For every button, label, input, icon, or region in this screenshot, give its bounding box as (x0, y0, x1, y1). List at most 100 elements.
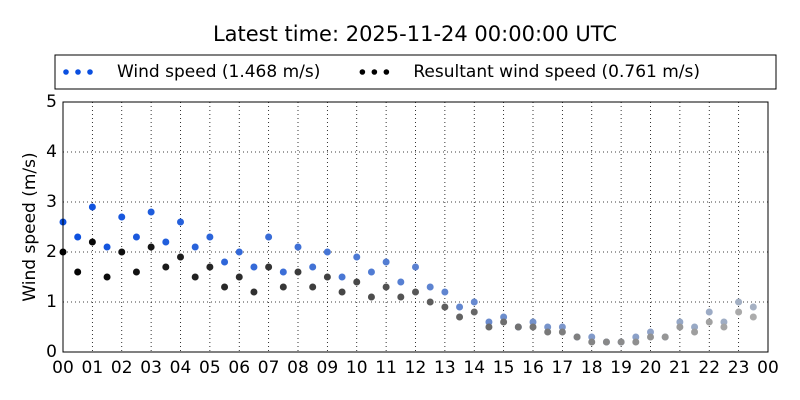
data-point (735, 308, 743, 316)
data-point (632, 338, 640, 346)
data-point (691, 323, 699, 331)
data-point (676, 318, 684, 326)
data-point (720, 323, 728, 331)
data-point (500, 318, 508, 326)
data-point (177, 218, 184, 226)
y-tick-label: 2 (46, 242, 57, 262)
data-point (103, 243, 111, 251)
data-point (720, 318, 728, 326)
data-point (103, 273, 111, 281)
x-tick-label: 01 (82, 358, 104, 378)
x-tick-label: 14 (463, 358, 485, 378)
data-point (573, 333, 581, 341)
data-point (132, 233, 140, 241)
data-point (250, 263, 258, 271)
data-point (279, 268, 287, 276)
y-tick-label: 0 (46, 342, 57, 362)
x-tick-label: 09 (317, 358, 339, 378)
data-point (412, 263, 419, 271)
y-tick-label: 4 (46, 142, 57, 162)
data-point (749, 313, 757, 321)
data-point (221, 258, 229, 266)
legend-marker (87, 69, 93, 75)
data-point (250, 288, 258, 296)
legend-marker (371, 69, 378, 75)
data-point (206, 263, 214, 271)
x-tick-label: 20 (640, 358, 662, 378)
data-point (88, 203, 96, 211)
x-tick-label: 00 (757, 358, 779, 378)
x-tick-label: 11 (375, 358, 397, 378)
data-point (441, 288, 449, 296)
chart-title: Latest time: 2025-11-24 00:00:00 UTC (213, 22, 617, 46)
data-point (279, 283, 287, 291)
data-point (118, 213, 126, 221)
data-point (265, 263, 273, 271)
data-point (367, 293, 375, 301)
legend-label: Resultant wind speed (0.761 m/s) (413, 62, 700, 82)
data-point (602, 338, 610, 346)
data-point (147, 243, 155, 251)
data-point (749, 303, 757, 311)
data-point (456, 303, 464, 311)
x-tick-label: 00 (52, 358, 74, 378)
x-tick-label: 23 (728, 358, 750, 378)
y-tick-label: 5 (46, 92, 57, 112)
legend-marker (359, 69, 366, 75)
x-tick-label: 10 (346, 358, 368, 378)
data-point (588, 333, 596, 341)
data-point (544, 328, 552, 336)
data-point (206, 233, 214, 241)
data-point (338, 273, 346, 281)
data-point (309, 283, 317, 291)
data-point (676, 323, 684, 331)
data-point (558, 323, 566, 331)
plot-frame (62, 101, 769, 353)
data-point (338, 288, 346, 296)
data-point (426, 283, 434, 291)
data-point (617, 338, 625, 346)
data-point (691, 328, 699, 336)
x-tick-label: 02 (111, 358, 133, 378)
data-point (353, 278, 361, 286)
legend-marker (63, 69, 69, 75)
x-tick-label: 18 (581, 358, 603, 378)
y-tick-label: 3 (46, 192, 57, 212)
data-point (426, 298, 434, 306)
x-tick-label: 07 (258, 358, 280, 378)
data-point (647, 328, 654, 336)
data-point (735, 298, 743, 306)
data-point (647, 333, 654, 341)
data-point (514, 323, 522, 331)
x-tick-label: 17 (552, 358, 574, 378)
x-tick-label: 12 (405, 358, 427, 378)
data-point (441, 303, 449, 311)
x-tick-label: 04 (170, 358, 192, 378)
data-point (294, 268, 302, 276)
data-point (177, 253, 184, 261)
data-point (265, 233, 273, 241)
data-point (382, 258, 390, 266)
data-point (88, 238, 96, 246)
data-point (485, 323, 493, 331)
legend-marker (75, 69, 81, 75)
x-tick-label: 13 (434, 358, 456, 378)
data-point (632, 333, 640, 341)
x-tick-label: 03 (140, 358, 162, 378)
data-point (353, 253, 361, 261)
data-point (588, 338, 596, 346)
data-point (132, 268, 140, 276)
data-point (74, 233, 82, 241)
data-point (309, 263, 317, 271)
x-tick-label: 06 (228, 358, 250, 378)
data-point (294, 243, 302, 251)
data-point (74, 268, 82, 276)
y-axis-label: Wind speed (m/s) (20, 152, 40, 301)
data-point (323, 273, 331, 281)
data-point (397, 278, 405, 286)
data-point (118, 248, 126, 256)
data-point (191, 273, 199, 281)
y-tick-label: 1 (46, 292, 57, 312)
legend-label: Wind speed (1.468 m/s) (117, 62, 320, 82)
